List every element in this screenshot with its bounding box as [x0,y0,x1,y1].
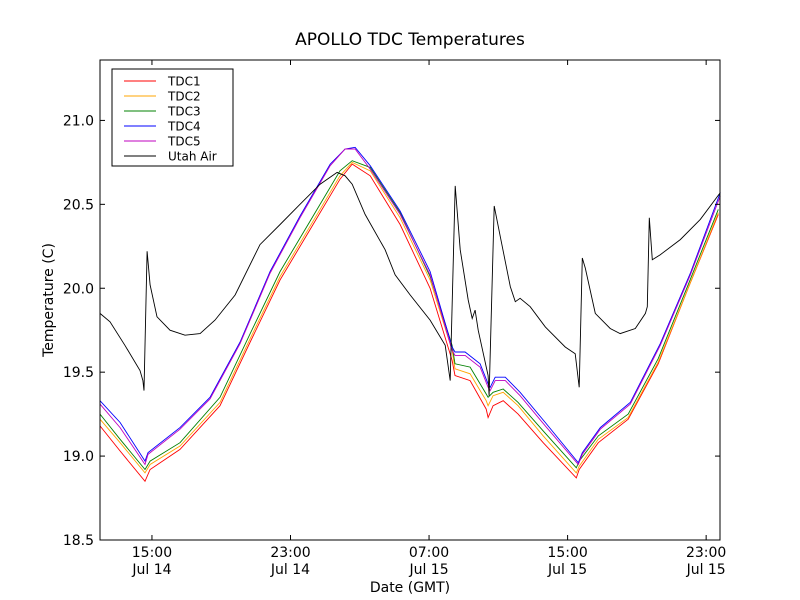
legend-label: TDC4 [167,120,201,134]
x-tick-label: 07:00 [409,545,449,561]
y-axis-label: Temperature (C) [41,243,57,358]
y-tick-label: 18.5 [63,533,94,549]
x-tick-label: 15:00 [132,545,172,561]
y-tick-label: 20.5 [63,197,94,213]
axes-frame [99,59,721,541]
legend-label: TDC3 [167,105,201,119]
x-tick-label: 15:00 [547,545,587,561]
x-tick-label: 23:00 [686,545,726,561]
x-axis-label: Date (GMT) [370,580,450,596]
y-axis: 18.5 19.0 19.5 20.0 20.5 21.0 [63,113,720,549]
y-tick-label: 21.0 [63,113,94,129]
series-line-tdc1 [99,163,719,483]
x-tick-label: 23:00 [270,545,310,561]
legend-label: Utah Air [168,150,217,164]
plot-area [99,146,721,483]
series-line-tdc3 [99,160,719,471]
series-line-tdc4 [99,146,721,464]
y-tick-label: 20.0 [63,281,94,297]
y-tick-label: 19.0 [63,449,94,465]
y-tick-label: 19.5 [63,365,94,381]
x-tick-date-label: Jul 14 [270,562,310,578]
x-tick-date-label: Jul 15 [547,562,587,578]
series-line-tdc5 [99,148,721,466]
x-tick-date-label: Jul 15 [408,562,448,578]
legend-label: TDC2 [167,90,201,104]
legend-label: TDC5 [167,135,201,149]
x-tick-date-label: Jul 14 [131,562,171,578]
chart-title: APOLLO TDC Temperatures [295,30,525,50]
x-tick-date-label: Jul 15 [686,562,726,578]
legend-box [111,68,234,167]
legend-label: TDC1 [167,75,201,89]
series-line-tdc2 [99,161,719,474]
series-line-utah-air [99,171,721,396]
